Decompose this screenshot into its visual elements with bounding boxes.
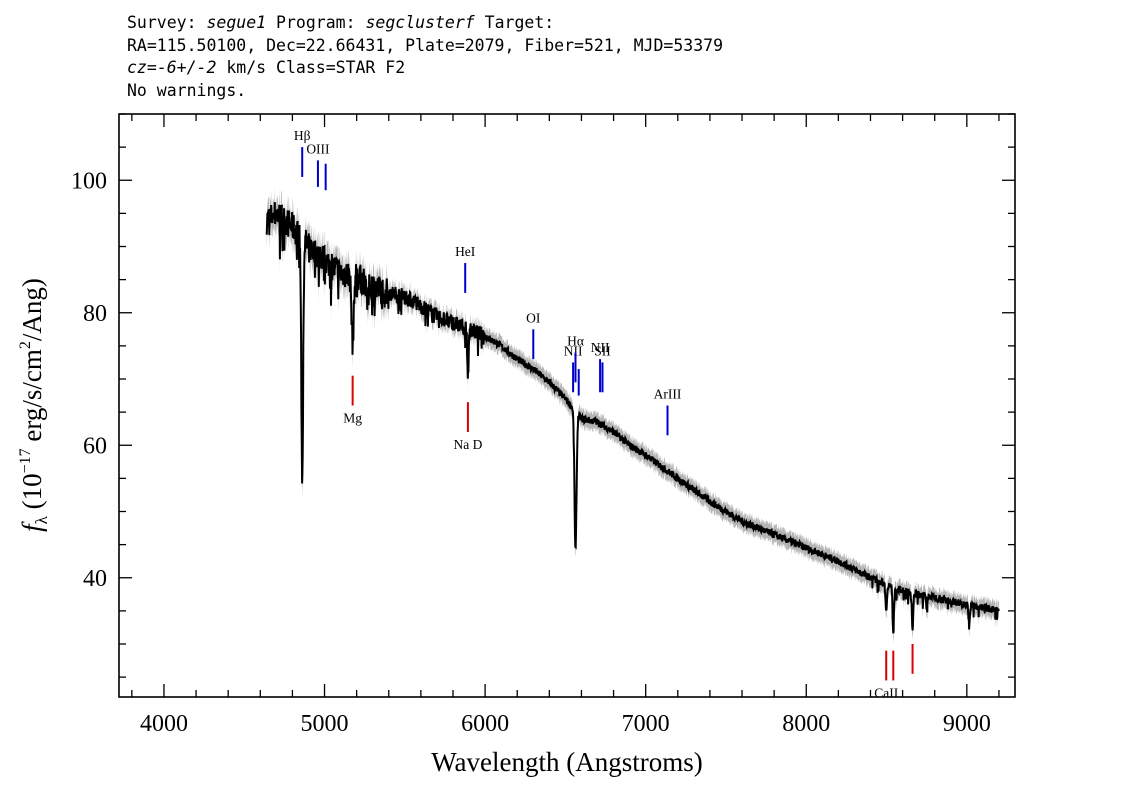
x-axis-title: Wavelength (Angstroms) — [431, 747, 703, 777]
error-band — [266, 187, 999, 642]
cz-value: -6+/-2 — [156, 58, 217, 77]
program-label: Program: — [276, 13, 356, 32]
line-label: Mg — [343, 411, 362, 426]
line-label: OI — [526, 310, 541, 325]
line-label: Na D — [453, 437, 482, 452]
line-label: NII — [591, 340, 610, 355]
line-label: NII — [564, 343, 583, 358]
survey-value: segue1 — [206, 13, 267, 32]
x-tick-label: 5000 — [301, 711, 349, 737]
line-label: Hβ — [294, 128, 311, 143]
line-label: SII — [594, 343, 611, 358]
spectrum-header: Survey: segue1 Program: segclusterf Targ… — [127, 12, 723, 102]
header-line-1: Survey: segue1 Program: segclusterf Targ… — [127, 12, 723, 35]
program-value: segclusterf — [365, 13, 475, 32]
line-label: HeI — [455, 244, 476, 259]
x-tick-label: 4000 — [140, 711, 188, 737]
spectrum-line — [265, 202, 1000, 634]
cz-label: cz= — [127, 58, 157, 77]
x-tick-label: 8000 — [782, 711, 830, 737]
line-label: Hα — [567, 334, 584, 349]
line-label: CaII — [874, 685, 898, 700]
y-tick-label: 100 — [71, 168, 107, 194]
y-tick-label: 80 — [83, 301, 107, 327]
x-tick-label: 9000 — [943, 711, 991, 737]
survey-label: Survey: — [127, 13, 197, 32]
warnings-text: No warnings. — [127, 80, 247, 100]
header-line-3: cz=-6+/-2 km/s Class=STAR F2 — [127, 57, 723, 80]
plot-frame — [118, 113, 1016, 698]
x-tick-label: 7000 — [622, 711, 670, 737]
x-tick-label: 6000 — [461, 711, 509, 737]
line-label: ArIII — [654, 387, 682, 402]
y-tick-label: 40 — [83, 566, 107, 592]
y-tick-label: 60 — [83, 433, 107, 459]
target-label: Target: — [484, 13, 555, 32]
line-label: OIII — [306, 141, 330, 156]
cz-class-text: km/s Class=STAR F2 — [226, 58, 406, 77]
header-line-2: RA=115.50100, Dec=22.66431, Plate=2079, … — [127, 35, 724, 55]
y-axis-title: fλ (10−17 erg/s/cm2/Ang) — [17, 278, 51, 532]
